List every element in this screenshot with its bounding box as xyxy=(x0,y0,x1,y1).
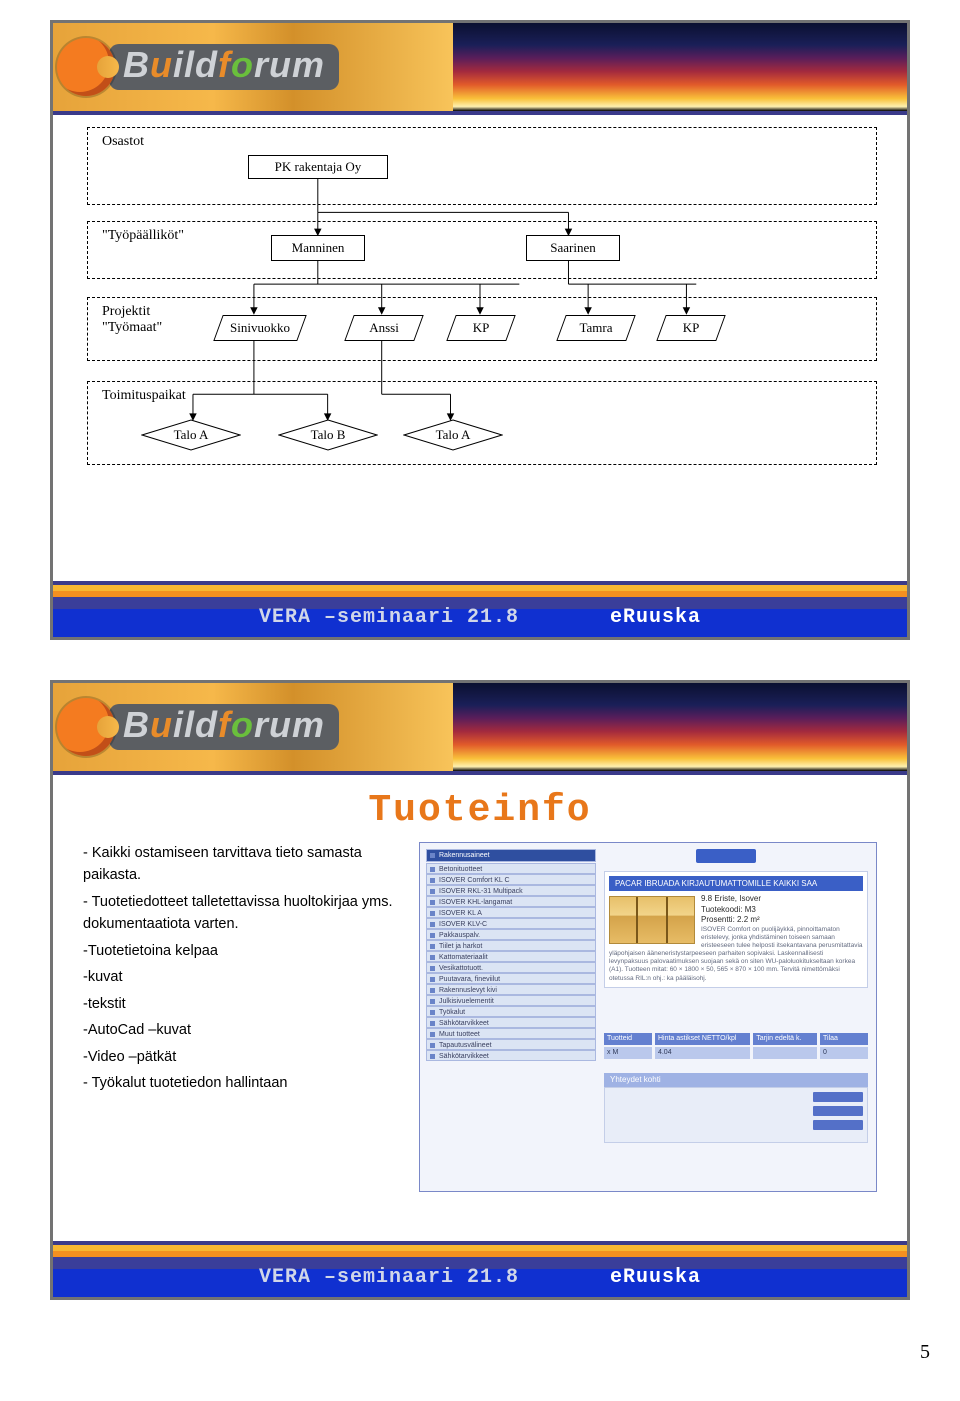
shot-nav-item: Sähkötarvikkeet xyxy=(426,1017,596,1028)
slide-footer-2: VERA –seminaari 21.8 eRuuska xyxy=(53,1241,907,1297)
shot-nav-item: Julkisivuelementit xyxy=(426,995,596,1006)
shot-nav-item: Tiilet ja harkot xyxy=(426,940,596,951)
brand-text-2: Buildforum xyxy=(109,704,339,750)
footer-text: VERA –seminaari 21.8 eRuuska xyxy=(53,606,907,629)
shot-nav-item: Työkalut xyxy=(426,1006,596,1017)
shot-nav-item: Pakkauspalv. xyxy=(426,929,596,940)
shot-nav-item: Rakennuslevyt kivi xyxy=(426,984,596,995)
shot-lower-header: Yhteydet kohti xyxy=(604,1073,868,1087)
td: x M xyxy=(604,1047,652,1059)
td: 0 xyxy=(820,1047,868,1059)
node-sinivuokko: Sinivuokko xyxy=(213,315,306,341)
mini-button xyxy=(813,1106,863,1116)
sub-bullet: -AutoCad –kuvat xyxy=(83,1019,403,1041)
sub-bullet: -kuvat xyxy=(83,966,403,988)
footer-text-2: VERA –seminaari 21.8 eRuuska xyxy=(53,1266,907,1289)
label-toimituspaikat: Toimituspaikat xyxy=(102,388,186,404)
node-manninen: Manninen xyxy=(271,235,365,261)
node-kp1: KP xyxy=(446,315,515,341)
shot-nav-item: ISOVER Comfort KL C xyxy=(426,874,596,885)
org-chart: Osastot "Työpäälliköt" Projektit "Työmaa… xyxy=(53,119,907,581)
td: 4.04 xyxy=(655,1047,750,1059)
shot-lower-body xyxy=(604,1087,868,1143)
node-saarinen: Saarinen xyxy=(526,235,620,261)
shot-panel-title: PACAR IBRUADA KIRJAUTUMATTOMILLE KAIKKI … xyxy=(609,876,863,891)
node-taloA1: Talo A xyxy=(141,419,241,451)
label-tyopaallikot: "Työpäälliköt" xyxy=(102,228,184,244)
shot-nav-item: Sähkötarvikkeet xyxy=(426,1050,596,1061)
shot-nav-header: Rakennusaineet xyxy=(426,849,596,862)
brand-c-icon xyxy=(57,38,115,96)
node-taloB: Talo B xyxy=(278,419,378,451)
shot-nav-item: ISOVER KHL-langamat xyxy=(426,896,596,907)
sunset-bg-2 xyxy=(453,683,907,771)
tuote-bullets: - Kaikki ostamiseen tarvittava tieto sam… xyxy=(83,842,403,1192)
node-anssi: Anssi xyxy=(344,315,423,341)
node-tamra: Tamra xyxy=(556,315,635,341)
shot-nav-item: Vesikattotuott. xyxy=(426,962,596,973)
shot-product-image xyxy=(609,896,695,944)
slide2-body: Tuoteinfo - Kaikki ostamiseen tarvittava… xyxy=(53,779,907,1241)
brand-text: Buildforum xyxy=(109,44,339,90)
shot-lower-panel: Yhteydet kohti xyxy=(604,1073,868,1143)
brand-c-icon-2 xyxy=(57,698,115,756)
sub-bullet: -tekstit xyxy=(83,993,403,1015)
shot-nav-item: ISOVER RKL-31 Multipack xyxy=(426,885,596,896)
node-kp2: KP xyxy=(656,315,725,341)
mini-button xyxy=(813,1120,863,1130)
brand-area: Buildforum xyxy=(53,23,453,111)
shot-nav-item: ISOVER KLV-C xyxy=(426,918,596,929)
shot-panel: PACAR IBRUADA KIRJAUTUMATTOMILLE KAIKKI … xyxy=(604,871,868,988)
th: Tuotteid xyxy=(604,1033,652,1045)
th: Tarjin edeltä k. xyxy=(753,1033,817,1045)
shot-nav-item: Muut tuotteet xyxy=(426,1028,596,1039)
bullet-item: - Työkalut tuotetiedon hallintaan xyxy=(83,1072,403,1094)
sunset-bg xyxy=(453,23,907,111)
tuote-title: Tuoteinfo xyxy=(53,789,907,832)
shot-nav-item: Kattomateriaalit xyxy=(426,951,596,962)
bullet-item: -Tuotetietoina kelpaa xyxy=(83,940,403,962)
mini-button xyxy=(813,1092,863,1102)
shot-nav-item: Betonituotteet xyxy=(426,863,596,874)
embedded-screenshot: Rakennusaineet BetonituotteetISOVER Comf… xyxy=(419,842,877,1192)
section-tyopaallikot: "Työpäälliköt" xyxy=(87,221,877,279)
slide-org-chart: Buildforum Osastot "Työpäälliköt" Projek… xyxy=(50,20,910,640)
slide-footer: VERA –seminaari 21.8 eRuuska xyxy=(53,581,907,637)
bullet-item: - Tuotetiedotteet talletettavissa huolto… xyxy=(83,891,403,936)
label-osastot: Osastot xyxy=(102,134,144,150)
node-taloA2: Talo A xyxy=(403,419,503,451)
label-projektit: Projektit "Työmaat" xyxy=(102,304,162,336)
td xyxy=(753,1047,817,1059)
shot-nav-item: Tapautusvälineet xyxy=(426,1039,596,1050)
bullet-item: - Kaikki ostamiseen tarvittava tieto sam… xyxy=(83,842,403,887)
section-osastot: Osastot xyxy=(87,127,877,205)
shot-top-button xyxy=(696,849,756,863)
shot-nav-item: Puutavara, fineviilut xyxy=(426,973,596,984)
shot-price-table: Tuotteid Hinta astikset NETTO/kpl Tarjin… xyxy=(604,1033,868,1061)
shot-nav: Rakennusaineet BetonituotteetISOVER Comf… xyxy=(426,849,596,1061)
brand-area-2: Buildforum xyxy=(53,683,453,771)
page-number: 5 xyxy=(920,1341,930,1364)
node-pk: PK rakentaja Oy xyxy=(248,155,388,179)
slide-tuoteinfo: Buildforum Tuoteinfo - Kaikki ostamiseen… xyxy=(50,680,910,1300)
shot-nav-item: ISOVER KL A xyxy=(426,907,596,918)
slide-header-2: Buildforum xyxy=(53,683,907,775)
th: Tilaa xyxy=(820,1033,868,1045)
th: Hinta astikset NETTO/kpl xyxy=(655,1033,750,1045)
slide-header: Buildforum xyxy=(53,23,907,115)
sub-bullet: -Video –pätkät xyxy=(83,1046,403,1068)
